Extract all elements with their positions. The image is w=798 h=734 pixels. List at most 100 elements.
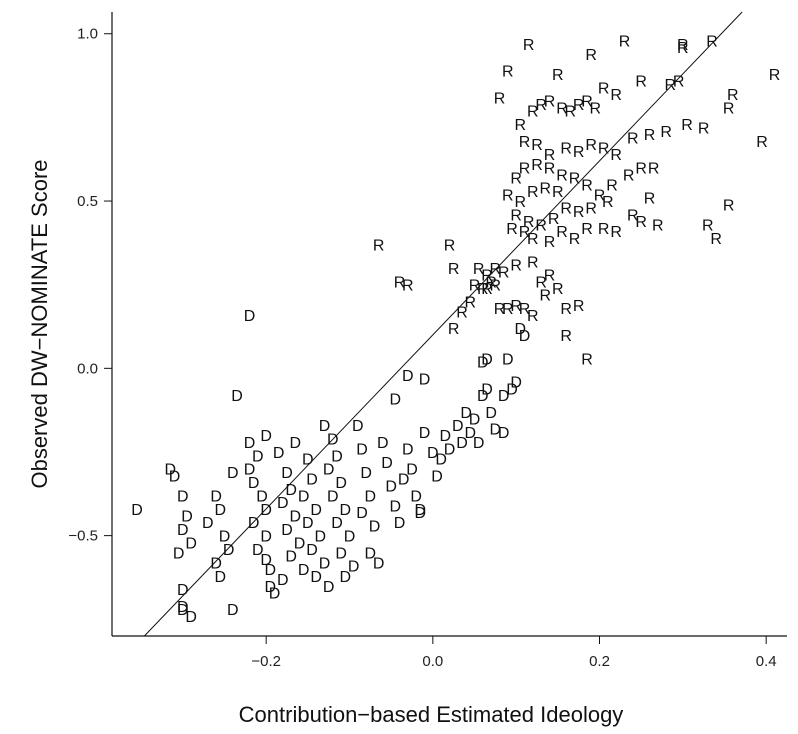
point-republican: R xyxy=(544,234,556,251)
point-democrat: D xyxy=(498,425,510,442)
point-democrat: D xyxy=(398,472,410,489)
point-republican: R xyxy=(702,217,714,234)
point-republican: R xyxy=(660,124,672,141)
point-democrat: D xyxy=(344,529,356,546)
point-democrat: D xyxy=(519,328,531,345)
point-democrat: D xyxy=(177,599,189,616)
point-democrat: D xyxy=(269,586,281,603)
point-republican: R xyxy=(548,211,560,228)
point-democrat: D xyxy=(465,425,477,442)
point-democrat: D xyxy=(377,435,389,452)
point-republican: R xyxy=(565,104,577,121)
point-republican: R xyxy=(531,137,543,154)
point-republican: R xyxy=(573,97,585,114)
point-democrat: D xyxy=(177,582,189,599)
point-democrat: D xyxy=(419,371,431,388)
point-republican: R xyxy=(481,281,493,298)
point-democrat: D xyxy=(340,569,352,586)
point-democrat: D xyxy=(310,502,322,519)
point-republican: R xyxy=(560,328,572,345)
point-democrat: D xyxy=(460,405,472,422)
point-republican: R xyxy=(602,194,614,211)
point-republican: R xyxy=(573,298,585,315)
point-democrat: D xyxy=(327,432,339,449)
point-republican: R xyxy=(510,298,522,315)
point-democrat: D xyxy=(131,502,143,519)
point-democrat: D xyxy=(273,445,285,462)
point-republican: R xyxy=(581,177,593,194)
point-democrat: D xyxy=(373,555,385,572)
point-democrat: D xyxy=(360,465,372,482)
point-republican: R xyxy=(698,120,710,137)
point-democrat: D xyxy=(310,569,322,586)
point-republican: R xyxy=(648,161,660,178)
point-democrat: D xyxy=(477,388,489,405)
point-democrat: D xyxy=(227,602,239,619)
point-republican: R xyxy=(444,238,456,255)
y-tick-label: −0.5 xyxy=(68,528,98,545)
point-republican: R xyxy=(544,147,556,164)
point-republican: R xyxy=(585,47,597,64)
point-republican: R xyxy=(569,171,581,188)
point-republican: R xyxy=(581,351,593,368)
point-democrat: D xyxy=(315,529,327,546)
point-democrat: D xyxy=(348,559,360,576)
point-democrat: D xyxy=(323,579,335,596)
point-democrat: D xyxy=(402,368,414,385)
point-democrat: D xyxy=(169,468,181,485)
point-democrat: D xyxy=(285,482,297,499)
point-democrat: D xyxy=(281,522,293,539)
point-republican: R xyxy=(610,147,622,164)
point-democrat: D xyxy=(385,478,397,495)
point-republican: R xyxy=(485,274,497,291)
point-democrat: D xyxy=(410,488,422,505)
point-republican: R xyxy=(535,274,547,291)
y-tick-label: 0.0 xyxy=(77,360,98,377)
point-democrat: D xyxy=(306,472,318,489)
point-republican: R xyxy=(598,141,610,158)
point-democrat: D xyxy=(244,462,256,479)
point-republican: R xyxy=(523,214,535,231)
point-democrat: D xyxy=(477,355,489,372)
point-republican: R xyxy=(635,161,647,178)
point-democrat: D xyxy=(327,488,339,505)
point-republican: R xyxy=(502,187,514,204)
point-republican: R xyxy=(710,231,722,248)
point-republican: R xyxy=(448,261,460,278)
point-democrat: D xyxy=(302,515,314,532)
point-democrat: D xyxy=(277,495,289,512)
point-republican: R xyxy=(519,224,531,241)
point-democrat: D xyxy=(260,552,272,569)
point-republican: R xyxy=(598,80,610,97)
point-democrat: D xyxy=(165,462,177,479)
point-republican: R xyxy=(531,157,543,174)
point-republican: R xyxy=(677,40,689,57)
x-tick-label: 0.4 xyxy=(756,653,777,670)
point-republican: R xyxy=(519,134,531,151)
point-democrat: D xyxy=(248,475,260,492)
point-republican: R xyxy=(502,64,514,81)
point-republican: R xyxy=(515,194,527,211)
point-democrat: D xyxy=(298,488,310,505)
point-republican: R xyxy=(769,67,781,84)
point-democrat: D xyxy=(473,435,485,452)
point-democrat: D xyxy=(252,448,264,465)
point-democrat: D xyxy=(502,351,514,368)
point-republican: R xyxy=(644,191,656,208)
point-republican: R xyxy=(527,184,539,201)
point-democrat: D xyxy=(356,442,368,459)
point-republican: R xyxy=(598,221,610,238)
point-democrat: D xyxy=(394,515,406,532)
reference-line xyxy=(144,11,743,637)
point-democrat: D xyxy=(402,442,414,459)
point-republican: R xyxy=(606,177,618,194)
point-republican: R xyxy=(477,281,489,298)
point-republican: R xyxy=(627,130,639,147)
point-republican: R xyxy=(560,201,572,218)
point-democrat: D xyxy=(281,465,293,482)
point-republican: R xyxy=(623,167,635,184)
point-republican: R xyxy=(635,74,647,91)
point-republican: R xyxy=(544,161,556,178)
point-democrat: D xyxy=(185,609,197,626)
